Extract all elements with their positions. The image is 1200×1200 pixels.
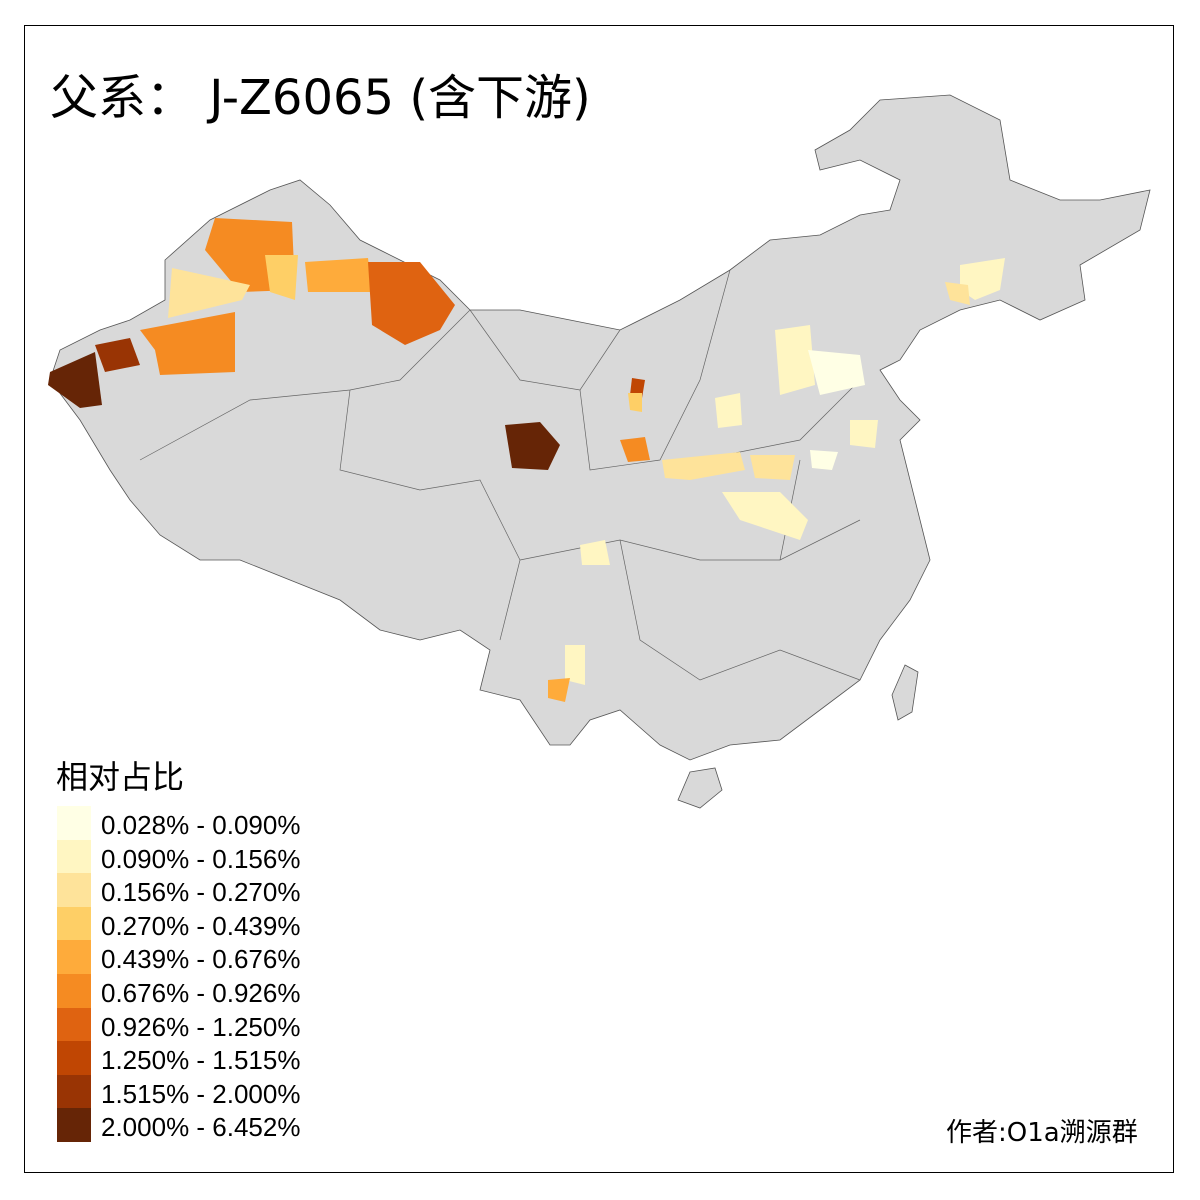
legend-label: 1.515% - 2.000%: [101, 1078, 301, 1109]
legend-item: 0.676% - 0.926%: [57, 974, 357, 1008]
legend-label: 0.156% - 0.270%: [101, 877, 301, 908]
legend-swatch: [57, 839, 91, 874]
region: [960, 258, 1005, 300]
legend-item: 0.090% - 0.156%: [57, 839, 357, 874]
author-credit: 作者:O1a溯源群: [946, 1118, 1138, 1148]
region: [662, 452, 745, 480]
region: [810, 450, 838, 470]
taiwan: [891, 664, 919, 721]
legend-swatch: [57, 1108, 91, 1143]
region: [945, 282, 970, 305]
region: [48, 352, 102, 408]
legend-item: 1.250% - 1.515%: [57, 1041, 357, 1076]
legend-label: 0.028% - 0.090%: [101, 810, 301, 840]
region: [775, 325, 815, 395]
legend-swatch: [57, 940, 91, 975]
legend-label: 0.926% - 1.250%: [101, 1011, 301, 1042]
legend-item: 0.926% - 1.250%: [57, 1007, 357, 1042]
region: [95, 338, 140, 372]
map-title: 父系： J-Z6065 (含下游): [50, 70, 591, 126]
region: [850, 420, 878, 448]
legend-swatch: [57, 1041, 91, 1076]
region: [305, 258, 372, 292]
region: [580, 540, 610, 565]
highlighted-regions: [48, 218, 1005, 702]
region: [265, 255, 298, 300]
legend-item: 0.028% - 0.090%: [57, 806, 357, 840]
region: [750, 455, 795, 480]
map-frame: [24, 25, 1174, 1173]
legend-item: 2.000% - 6.452%: [57, 1108, 357, 1143]
region: [620, 437, 650, 462]
region: [548, 678, 570, 702]
region: [628, 393, 642, 412]
legend-item: 1.515% - 2.000%: [57, 1074, 357, 1109]
legend-label: 0.090% - 0.156%: [101, 843, 301, 874]
legend-item: 0.439% - 0.676%: [57, 940, 357, 975]
legend-label: 0.439% - 0.676%: [101, 944, 301, 975]
region: [140, 312, 235, 375]
legend-label: 0.676% - 0.926%: [101, 978, 301, 1008]
legend-label: 2.000% - 6.452%: [101, 1112, 301, 1143]
legend-item: 0.270% - 0.439%: [57, 906, 357, 941]
legend-label: 1.250% - 1.515%: [101, 1045, 301, 1076]
region: [505, 422, 560, 470]
region: [368, 262, 455, 345]
hainan: [677, 767, 723, 809]
legend-swatch: [57, 906, 91, 941]
legend-swatch: [57, 1074, 91, 1109]
region: [722, 492, 808, 540]
legend-label: 0.270% - 0.439%: [101, 910, 301, 941]
legend-item: 0.156% - 0.270%: [57, 873, 357, 908]
region: [168, 268, 250, 318]
legend-swatch: [57, 1007, 91, 1042]
region: [808, 350, 865, 395]
legend-title: 相对占比: [56, 758, 185, 796]
legend-swatch: [57, 806, 91, 840]
legend-swatch: [57, 873, 91, 908]
region: [565, 645, 585, 685]
region: [715, 393, 742, 428]
legend-swatch: [57, 974, 91, 1008]
